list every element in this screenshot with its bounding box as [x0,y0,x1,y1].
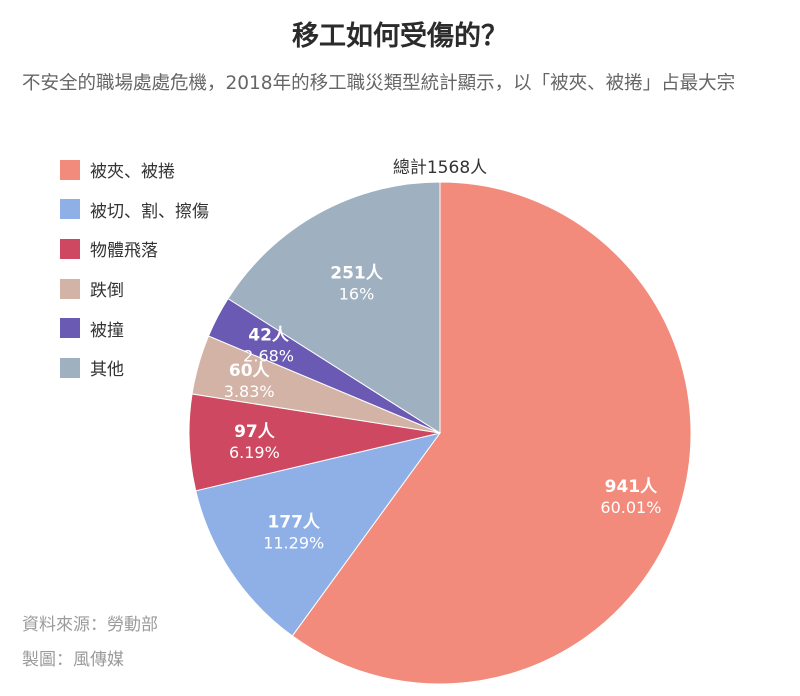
legend-label: 跌倒 [90,281,124,302]
slice-percent-label: 6.19% [229,443,280,462]
legend-item: 被切、割、擦傷 [60,190,209,230]
chart-title: 移工如何受傷的？ [292,21,508,52]
pie-slice [291,181,692,685]
credit-note: 製圖：風傳媒 [22,650,124,670]
total-label: 總計1568人 [392,158,488,178]
legend-item: 被撞 [60,308,209,348]
legend-label: 其他 [90,360,124,381]
legend-item: 其他 [60,348,209,388]
legend-swatch [60,238,80,259]
slice-value-label: 177人 [267,512,320,532]
slice-percent-label: 3.83% [224,382,275,401]
source-note: 資料來源：勞動部 [22,615,158,635]
slice-value-label: 97人 [234,422,276,442]
slice-value-label: 60人 [229,361,271,381]
legend-label: 被夾、被捲 [90,162,175,183]
slice-value-label: 941人 [605,477,658,497]
slice-percent-label: 16% [339,284,375,303]
slice-percent-label: 2.68% [243,347,294,366]
chart-subtitle: 不安全的職場處處危機，2018年的移工職災類型統計顯示，以「被夾、被捲」占最大宗 [22,73,736,94]
legend-item: 物體飛落 [60,229,209,269]
legend-item: 被夾、被捲 [60,150,209,190]
legend-label: 物體飛落 [90,241,158,262]
pie-slice [227,181,441,434]
legend-item: 跌倒 [60,269,209,309]
slice-value-label: 251人 [330,263,383,283]
legend: 被夾、被捲 被切、割、擦傷 物體飛落 跌倒 被撞 其他 [60,150,209,388]
legend-swatch [60,199,80,220]
legend-label: 被撞 [90,320,124,341]
legend-swatch [60,159,80,180]
pie-slice [195,432,442,637]
legend-swatch [60,318,80,339]
legend-swatch [60,278,80,299]
slice-percent-label: 60.01% [600,498,661,517]
legend-swatch [60,357,80,378]
slice-value-label: 42人 [248,326,290,346]
slice-percent-label: 11.29% [263,533,324,552]
legend-label: 被切、割、擦傷 [90,201,209,222]
